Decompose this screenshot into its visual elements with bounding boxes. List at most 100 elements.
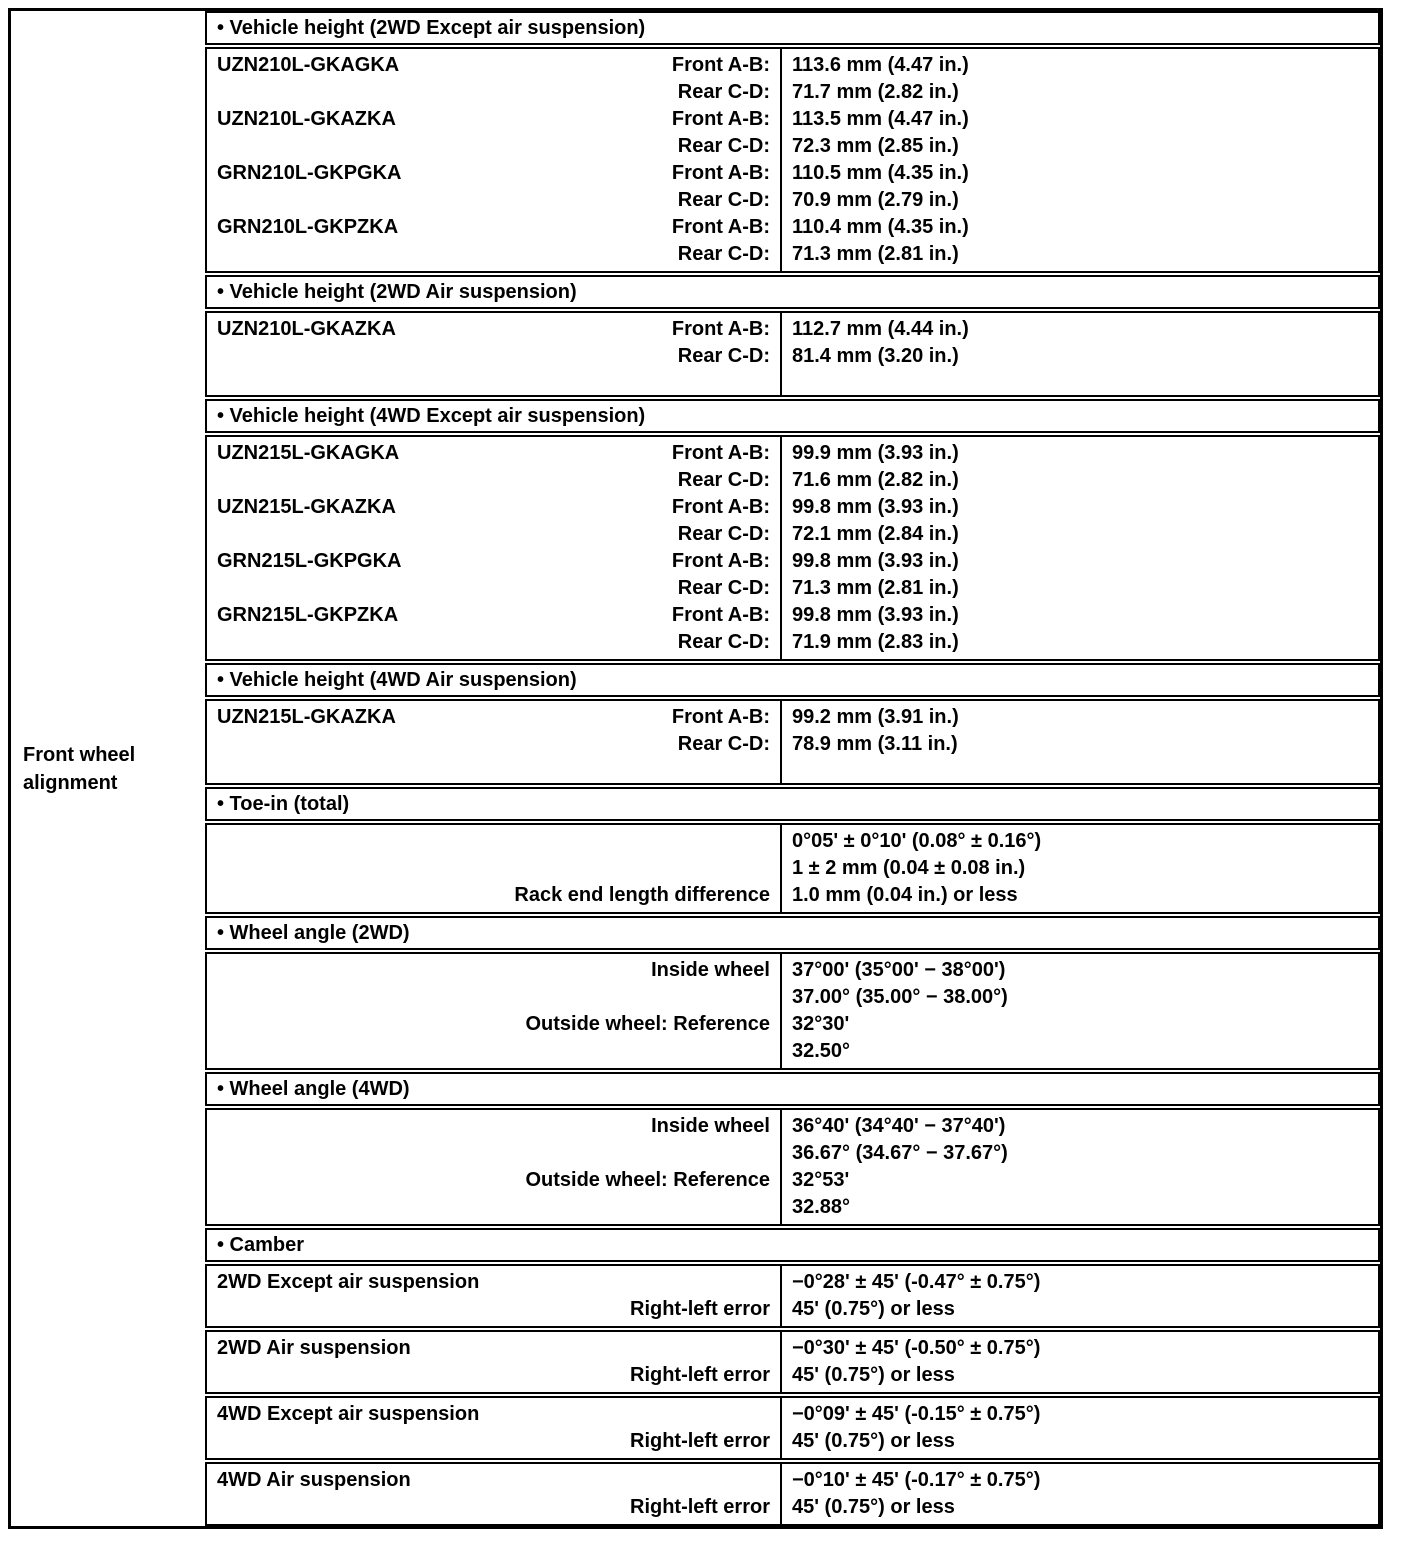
spec-left-row: Rear C-D: bbox=[217, 133, 770, 160]
measure-label: Rear C-D: bbox=[677, 523, 770, 545]
spec-value: 81.4 mm (3.20 in.) bbox=[792, 345, 959, 367]
measure-label: Right-left error bbox=[630, 1298, 770, 1320]
spec-value: 99.8 mm (3.93 in.) bbox=[792, 496, 959, 518]
spec-left-row: Rear C-D: bbox=[217, 343, 770, 370]
spec-value: 113.5 mm (4.47 in.) bbox=[792, 108, 969, 130]
spec-left-row: UZN215L-GKAZKA Front A-B: bbox=[217, 494, 770, 521]
spec-value: 78.9 mm (3.11 in.) bbox=[792, 733, 958, 755]
spec-value-column: 99.9 mm (3.93 in.) 71.6 mm (2.82 in.) 99.8… bbox=[780, 437, 1378, 659]
variant-label: 4WD Air suspension bbox=[217, 1469, 411, 1491]
section-header: • Vehicle height (4WD Air suspension) bbox=[205, 663, 1380, 697]
measure-label: Outside wheel: Reference bbox=[525, 1013, 770, 1035]
spec-value: 32°30' bbox=[792, 1013, 850, 1035]
variant-label: UZN210L-GKAZKA bbox=[217, 318, 396, 340]
spec-left-row: Rear C-D: bbox=[217, 467, 770, 494]
spec-left-row bbox=[217, 828, 770, 855]
spec-left-row: 2WD Air suspension bbox=[217, 1335, 770, 1362]
spec-left-row bbox=[217, 984, 770, 1011]
spec-left-row bbox=[217, 1140, 770, 1167]
spec-value-column: −0°09' ± 45' (-0.15° ± 0.75°) 45' (0.75°)… bbox=[780, 1398, 1378, 1458]
spec-left-row: Rear C-D: bbox=[217, 521, 770, 548]
spec-left-column: UZN215L-GKAZKA Front A-B: Rear C-D: bbox=[207, 701, 780, 783]
spec-box: Inside wheel Outside wheel: Reference 36°4… bbox=[205, 1108, 1380, 1226]
spec-left-row: Rear C-D: bbox=[217, 575, 770, 602]
measure-label: Front A-B: bbox=[671, 496, 770, 518]
section-header: • Wheel angle (2WD) bbox=[205, 916, 1380, 950]
spec-left-column: 4WD Except air suspension Right-left erro… bbox=[207, 1398, 780, 1458]
spec-value-column: 0°05' ± 0°10' (0.08° ± 0.16°) 1 ± 2 mm (0… bbox=[780, 825, 1378, 912]
measure-label: Front A-B: bbox=[671, 318, 770, 340]
spec-value-column: 112.7 mm (4.44 in.) 81.4 mm (3.20 in.) bbox=[780, 313, 1378, 395]
measure-label: Right-left error bbox=[630, 1430, 770, 1452]
spec-left-row: Rear C-D: bbox=[217, 79, 770, 106]
measure-label: Rear C-D: bbox=[677, 577, 770, 599]
spec-value: 36.67° (34.67° − 37.67°) bbox=[792, 1142, 1008, 1164]
spec-value: 113.6 mm (4.47 in.) bbox=[792, 54, 969, 76]
spec-value: 99.8 mm (3.93 in.) bbox=[792, 604, 959, 626]
spec-left-row: Inside wheel bbox=[217, 957, 770, 984]
spec-value: 110.4 mm (4.35 in.) bbox=[792, 216, 969, 238]
variant-label: GRN215L-GKPZKA bbox=[217, 604, 399, 626]
spec-value: 70.9 mm (2.79 in.) bbox=[792, 189, 959, 211]
measure-label: Rack end length difference bbox=[514, 884, 770, 906]
spec-left-row: Rear C-D: bbox=[217, 629, 770, 656]
spec-left-row: UZN210L-GKAZKA Front A-B: bbox=[217, 316, 770, 343]
spec-left-column: Inside wheel Outside wheel: Reference bbox=[207, 1110, 780, 1224]
variant-label: GRN210L-GKPZKA bbox=[217, 216, 399, 238]
measure-label: Outside wheel: Reference bbox=[525, 1169, 770, 1191]
spec-value-column: −0°10' ± 45' (-0.17° ± 0.75°) 45' (0.75°)… bbox=[780, 1464, 1378, 1524]
spec-value: 36°40' (34°40' − 37°40') bbox=[792, 1115, 1006, 1137]
spec-value: 71.6 mm (2.82 in.) bbox=[792, 469, 959, 491]
spec-left-row: Right-left error bbox=[217, 1428, 770, 1455]
spec-left-row: 4WD Except air suspension bbox=[217, 1401, 770, 1428]
spec-box: 2WD Except air suspension Right-left erro… bbox=[205, 1264, 1380, 1328]
spec-left-row: Rack end length difference bbox=[217, 882, 770, 909]
variant-label: 2WD Except air suspension bbox=[217, 1271, 480, 1293]
measure-label: Rear C-D: bbox=[677, 81, 770, 103]
spec-value: −0°09' ± 45' (-0.15° ± 0.75°) bbox=[792, 1403, 1041, 1425]
spec-value-column: 37°00' (35°00' − 38°00') 37.00° (35.00° −… bbox=[780, 954, 1378, 1068]
spec-value: 1.0 mm (0.04 in.) or less bbox=[792, 884, 1018, 906]
section-header: • Vehicle height (2WD Air suspension) bbox=[205, 275, 1380, 309]
spec-left-row: GRN210L-GKPGKA Front A-B: bbox=[217, 160, 770, 187]
variant-label: UZN215L-GKAZKA bbox=[217, 496, 396, 518]
spec-value: 45' (0.75°) or less bbox=[792, 1364, 955, 1386]
spec-left-column: Inside wheel Outside wheel: Reference bbox=[207, 954, 780, 1068]
measure-label: Front A-B: bbox=[671, 604, 770, 626]
spec-left-row: Right-left error bbox=[217, 1494, 770, 1521]
section-header: • Toe-in (total) bbox=[205, 787, 1380, 821]
spec-left-row: GRN210L-GKPZKA Front A-B: bbox=[217, 214, 770, 241]
spec-value: 72.3 mm (2.85 in.) bbox=[792, 135, 959, 157]
variant-label: GRN210L-GKPGKA bbox=[217, 162, 402, 184]
spec-box: Inside wheel Outside wheel: Reference 37°0… bbox=[205, 952, 1380, 1070]
section-header: • Camber bbox=[205, 1228, 1380, 1262]
alignment-spec-table: Front wheel alignment • Vehicle height (… bbox=[8, 8, 1383, 1529]
spec-value: 37.00° (35.00° − 38.00°) bbox=[792, 986, 1008, 1008]
spec-value-column: −0°30' ± 45' (-0.50° ± 0.75°) 45' (0.75°)… bbox=[780, 1332, 1378, 1392]
measure-label: Front A-B: bbox=[671, 108, 770, 130]
spec-value: 99.2 mm (3.91 in.) bbox=[792, 706, 959, 728]
measure-label: Front A-B: bbox=[671, 216, 770, 238]
measure-label: Rear C-D: bbox=[677, 345, 770, 367]
spec-left-row: UZN215L-GKAZKA Front A-B: bbox=[217, 704, 770, 731]
spec-left-row: 2WD Except air suspension bbox=[217, 1269, 770, 1296]
spec-value: 45' (0.75°) or less bbox=[792, 1496, 955, 1518]
spec-left-row: UZN215L-GKAGKA Front A-B: bbox=[217, 440, 770, 467]
variant-label: UZN215L-GKAZKA bbox=[217, 706, 396, 728]
spec-value: −0°30' ± 45' (-0.50° ± 0.75°) bbox=[792, 1337, 1041, 1359]
spec-box: Rack end length difference 0°05' ± 0°10' … bbox=[205, 823, 1380, 914]
spec-left-row bbox=[217, 1038, 770, 1065]
spec-value: 45' (0.75°) or less bbox=[792, 1430, 955, 1452]
row-label: Front wheel alignment bbox=[23, 743, 136, 794]
measure-label: Front A-B: bbox=[671, 54, 770, 76]
measure-label: Front A-B: bbox=[671, 162, 770, 184]
spec-left-row: UZN210L-GKAGKA Front A-B: bbox=[217, 52, 770, 79]
spec-value: 99.9 mm (3.93 in.) bbox=[792, 442, 959, 464]
spec-value: 37°00' (35°00' − 38°00') bbox=[792, 959, 1006, 981]
measure-label: Right-left error bbox=[630, 1364, 770, 1386]
spec-left-row: Right-left error bbox=[217, 1296, 770, 1323]
spec-left-column: UZN210L-GKAGKA Front A-B: Rear C-D: UZN210L… bbox=[207, 49, 780, 271]
variant-label: GRN215L-GKPGKA bbox=[217, 550, 402, 572]
spec-box: UZN210L-GKAGKA Front A-B: Rear C-D: UZN210L… bbox=[205, 47, 1380, 273]
spec-value: 0°05' ± 0°10' (0.08° ± 0.16°) bbox=[792, 830, 1042, 852]
